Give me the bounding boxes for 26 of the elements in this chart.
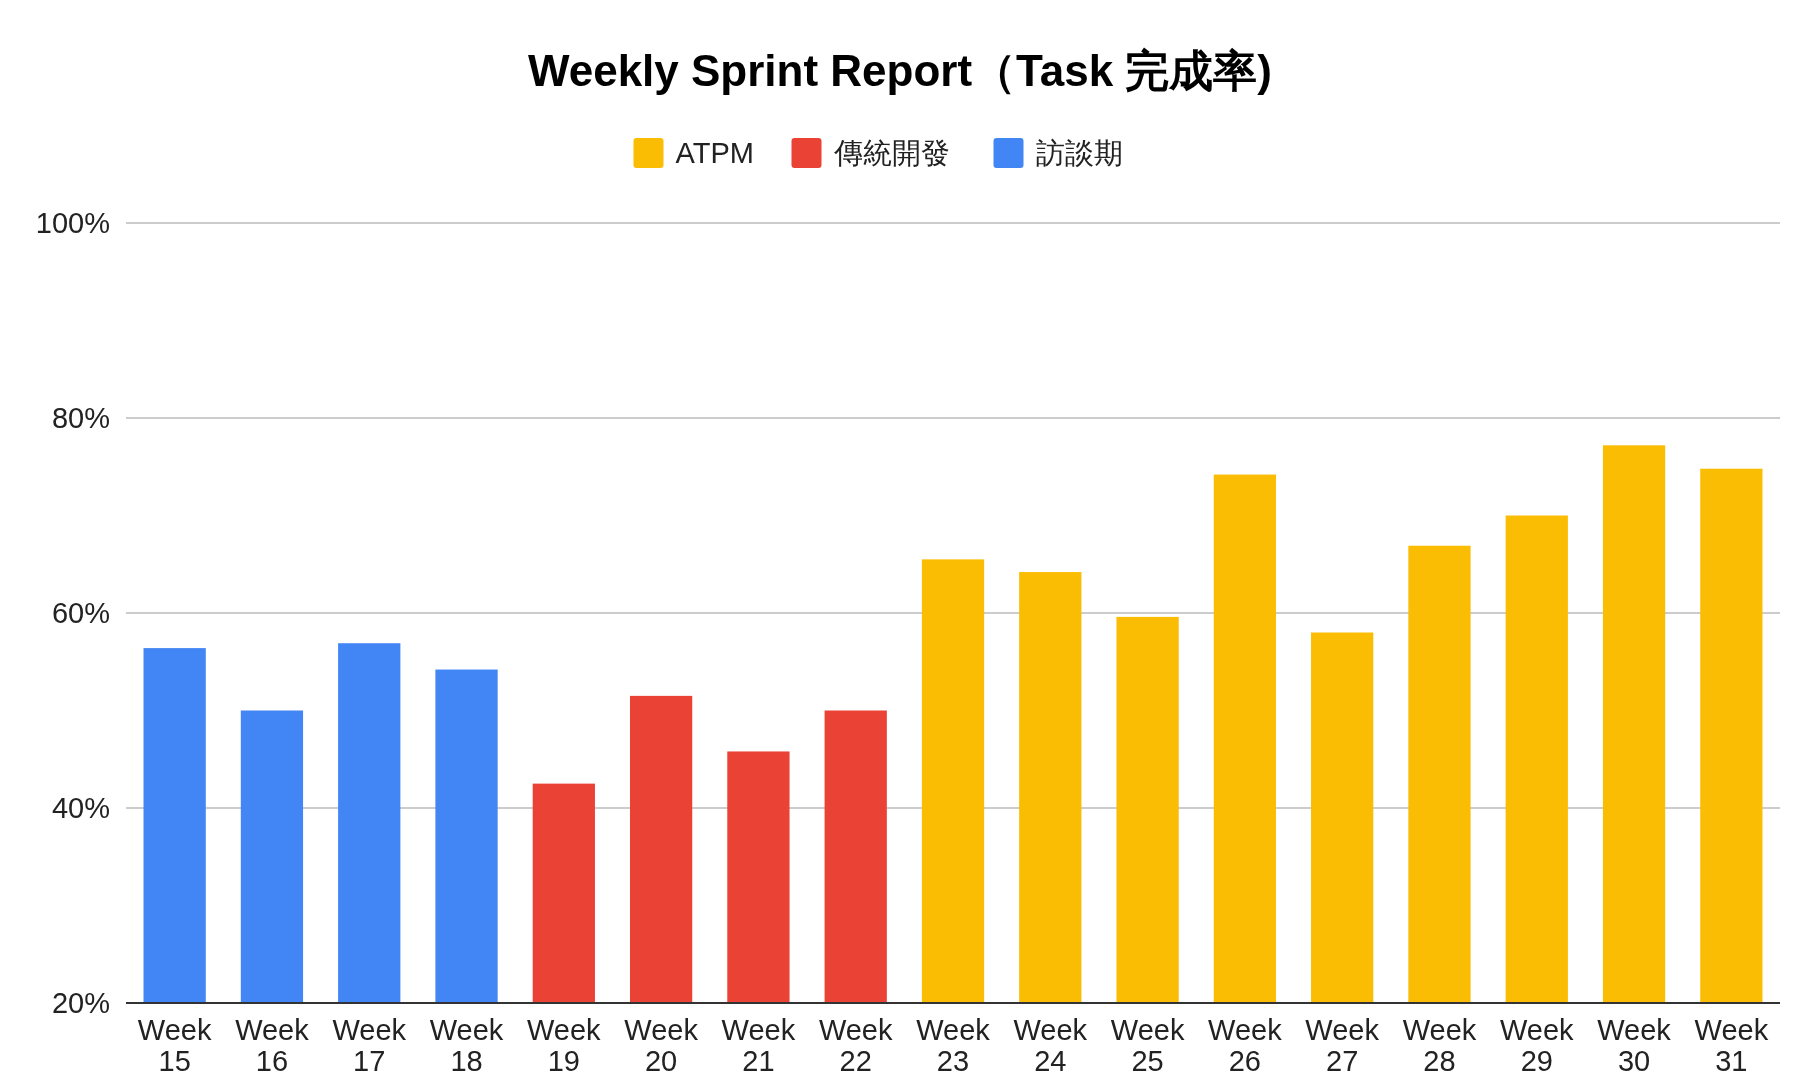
x-tick-label: Week 29 xyxy=(1499,1014,1575,1077)
x-tick-label: Week 27 xyxy=(1305,1014,1380,1077)
x-tick-label: Week 23 xyxy=(916,1014,991,1077)
y-tick-label: 60% xyxy=(51,597,110,629)
x-tick-label: Week 15 xyxy=(137,1014,212,1077)
x-tick-label: Week 16 xyxy=(235,1014,310,1077)
x-tick-label: Week 17 xyxy=(332,1014,407,1077)
legend-label: 訪談期 xyxy=(1035,137,1123,169)
y-tick-label: 40% xyxy=(51,792,110,824)
x-tick-label: Week 20 xyxy=(624,1014,699,1077)
x-tick-label: Week 30 xyxy=(1597,1014,1672,1077)
y-tick-label: 80% xyxy=(51,402,110,434)
x-tick-label: Week 28 xyxy=(1402,1014,1477,1077)
chart-title: Weekly Sprint Report（Task 完成率) xyxy=(527,46,1273,95)
x-tick-label: Week 31 xyxy=(1694,1014,1769,1077)
x-tick-label: Week 22 xyxy=(818,1014,894,1077)
y-tick-label: 100% xyxy=(35,207,110,239)
y-tick-label: 20% xyxy=(51,987,110,1019)
x-tick-label: Week 24 xyxy=(1013,1014,1088,1077)
legend-label: 傳統開發 xyxy=(832,137,950,169)
legend-label: ATPM xyxy=(675,137,754,169)
x-tick-label: Week 19 xyxy=(527,1014,602,1077)
x-tick-label: Week 25 xyxy=(1110,1014,1185,1077)
x-tick-label: Week 18 xyxy=(429,1014,504,1077)
x-tick-label: Week 21 xyxy=(721,1014,796,1077)
x-tick-label: Week 26 xyxy=(1208,1014,1283,1077)
